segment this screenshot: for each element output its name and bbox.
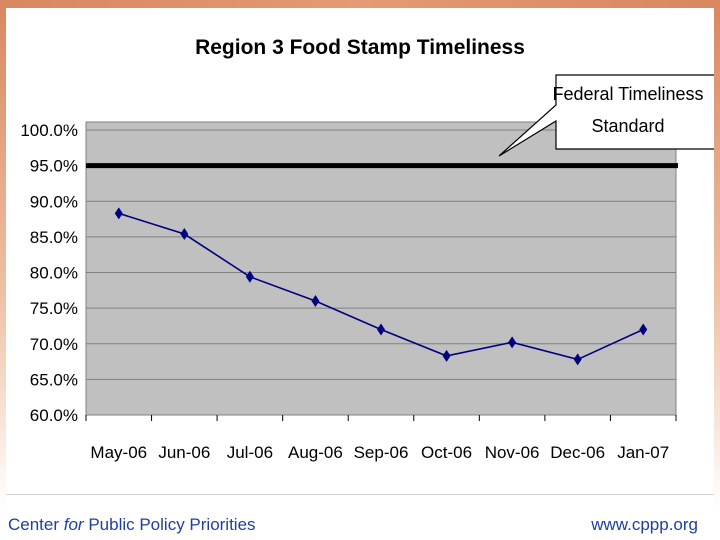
y-tick-label: 80.0% (30, 264, 78, 283)
y-axis: 100.0% 95.0% 90.0% 85.0% 80.0% 75.0% 70.0% 65.0… (20, 121, 78, 425)
x-tick-label: Jan-07 (617, 443, 669, 462)
data-point (508, 336, 517, 349)
footer-organization: Center for Public Policy Priorities (8, 515, 256, 535)
data-point (442, 349, 451, 362)
slide-border-right (714, 0, 720, 510)
data-point (180, 228, 189, 241)
x-tick-label: Jun-06 (158, 443, 210, 462)
slide-border-left (0, 0, 6, 510)
callout-line-2: Standard (591, 116, 664, 136)
y-tick-label: 90.0% (30, 192, 78, 211)
x-tick-label: May-06 (90, 443, 147, 462)
chart-title: Region 3 Food Stamp Timeliness (195, 36, 525, 59)
footer-org-start: Center (8, 515, 64, 534)
footer-org-italic: for (63, 515, 84, 534)
data-point (639, 323, 648, 336)
y-tick-label: 85.0% (30, 228, 78, 247)
chart-frame: Region 3 Food Stamp Timeliness 100.0% 95.… (6, 8, 714, 495)
series-layer (114, 207, 648, 366)
data-point (311, 295, 320, 307)
footer-website[interactable]: www.cppp.org (591, 515, 698, 534)
y-tick-label: 65.0% (30, 370, 78, 389)
x-tick-label: Oct-06 (421, 443, 472, 462)
y-tick-label: 60.0% (30, 406, 78, 425)
plot-area (85, 121, 677, 416)
data-point (377, 323, 385, 336)
x-tick-label: Nov-06 (485, 443, 540, 462)
slide-border-top (0, 0, 720, 8)
data-point (245, 270, 254, 283)
data-point (114, 207, 123, 220)
data-point (573, 353, 582, 366)
y-tick-label: 70.0% (30, 335, 78, 354)
x-tick-label: Dec-06 (550, 443, 605, 462)
callout-box (498, 74, 714, 157)
x-tick-label: Jul-06 (227, 443, 273, 462)
x-axis: May-06 Jun-06 Jul-06 Aug-06 Sep-06 Oct-06 Nov-… (85, 415, 677, 462)
chart: Region 3 Food Stamp Timeliness 100.0% 95.… (20, 36, 714, 462)
x-tick-label: Sep-06 (354, 443, 409, 462)
callout-line-1: Federal Timeliness (552, 84, 703, 104)
y-tick-label: 100.0% (20, 121, 78, 140)
callout: Federal Timeliness Standard (498, 74, 714, 157)
y-tick-label: 95.0% (30, 157, 78, 176)
x-tick-label: Aug-06 (288, 443, 343, 462)
y-tick-label: 75.0% (30, 299, 78, 318)
footer-org-end: Public Policy Priorities (83, 515, 256, 534)
